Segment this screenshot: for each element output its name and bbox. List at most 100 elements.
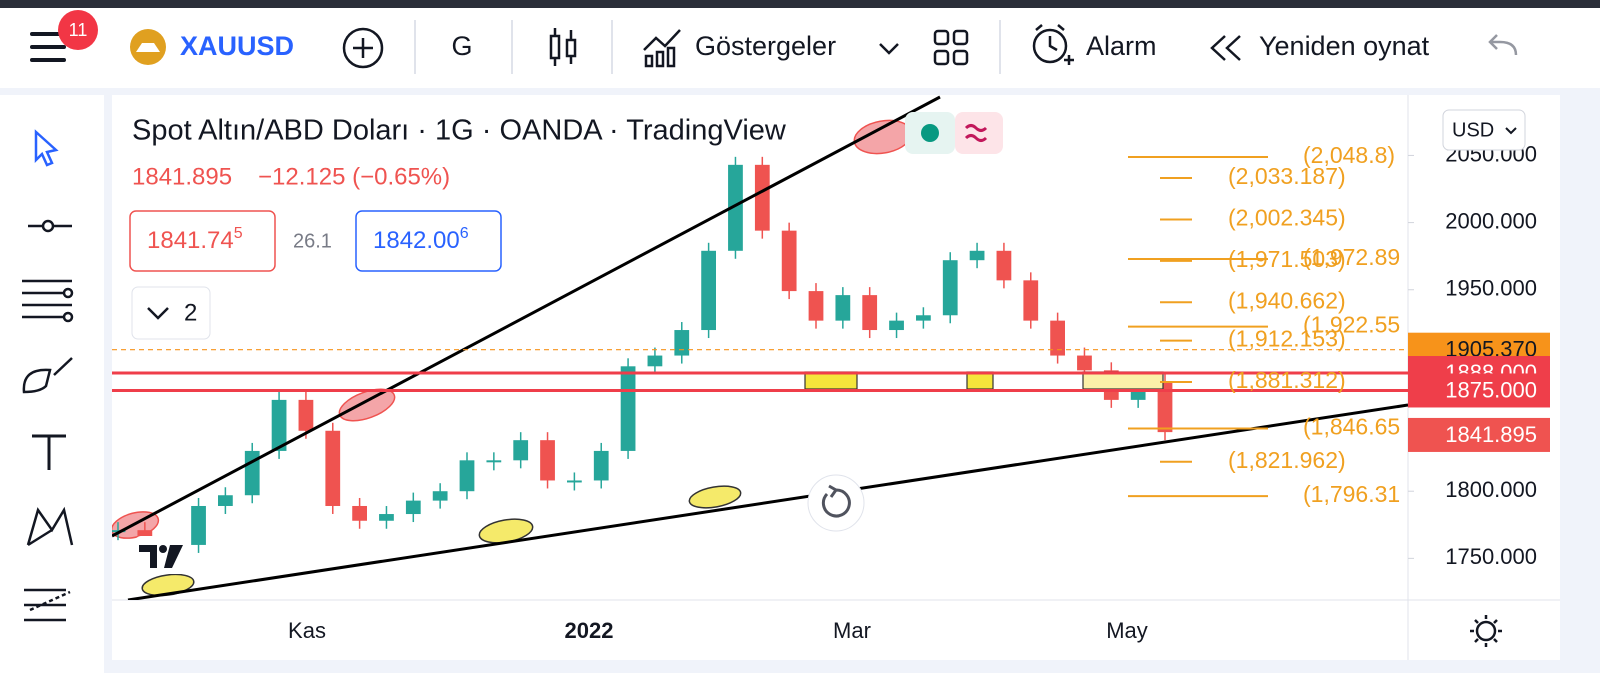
indicator-count: 2 [184,299,197,326]
last-price: 1841.895 [132,163,232,190]
price-tag-label: 1875.000 [1445,377,1537,402]
fib-label: (1,821.962) [1228,447,1346,473]
fib-label: (1,972.89 [1303,244,1400,270]
candle [701,250,716,331]
interval[interactable]: G [451,31,472,61]
candle [271,399,287,451]
x-tick-label: May [1106,618,1148,643]
left-toolbar [0,95,104,673]
line-tool[interactable] [28,219,72,233]
candle [620,366,636,451]
buy-price-main: 1842.00 [373,227,460,254]
replay-scroll-button[interactable] [807,474,865,532]
fib-label: (2,002.345) [1228,205,1346,231]
zone-box [804,371,858,390]
replay[interactable]: Yeniden oynat [1259,31,1430,61]
candle [486,460,502,463]
alarm-icon[interactable] [1032,24,1074,65]
alarm[interactable]: Alarm [1086,31,1157,61]
fib-label: (2,033.187) [1228,163,1346,189]
replay-icon[interactable] [1210,35,1241,61]
top-toolbar [0,8,1600,88]
buy-price-pip: 6 [460,225,469,242]
fib-label: (1,846.65 [1303,414,1400,440]
buy-button[interactable] [355,210,502,272]
x-tick-label: Kas [288,618,326,643]
currency: USD [1452,119,1494,141]
chart-type-button[interactable] [549,28,577,66]
candle [916,315,931,321]
add-symbol-button[interactable] [342,27,384,69]
buy-price: 1842.006 [373,225,469,254]
symbol[interactable]: XAUUSD [180,31,294,61]
spread: 26.1 [293,230,332,252]
indicators-icon[interactable] [643,29,681,68]
fib-label: (1,912.153) [1228,326,1346,352]
candle [942,260,958,316]
candle [352,505,367,521]
candle [728,164,743,251]
candle [808,291,824,321]
y-tick-label: 1950.000 [1445,276,1537,301]
trendline [112,95,941,538]
undo-button[interactable] [1488,34,1518,56]
candle [513,440,529,461]
candle [325,430,341,506]
highlight-ellipse [688,485,742,509]
fib-label: (1,796.31 [1303,481,1400,507]
sell-price-main: 1841.74 [147,227,234,254]
text-tool[interactable] [32,434,66,470]
notification-badge [58,10,98,50]
sell-price: 1841.745 [147,225,243,254]
candle [432,491,448,501]
dropdown-arrow[interactable] [879,43,899,55]
sell-price-pip: 5 [234,225,243,242]
trendline [127,403,1408,600]
fib-label: (1,940.662) [1228,287,1346,313]
candle [1157,381,1173,433]
candle [298,399,314,431]
collapse-button[interactable] [131,286,211,340]
sell-button[interactable] [129,210,276,272]
status-strip [0,0,1600,8]
candle [1077,355,1092,371]
axes: 2050.0002000.0001950.0001800.0001750.000… [288,141,1550,643]
cursor-tool[interactable] [34,129,59,167]
indicators[interactable]: Göstergeler [695,31,836,61]
candle [754,164,770,231]
badge-count: 11 [69,20,88,40]
layout-button[interactable] [933,29,969,66]
chevron [147,307,169,320]
fib-label: (1,881.312) [1228,367,1346,393]
market-open-dot [921,124,939,142]
delayed-icon [964,124,988,142]
candle [1023,280,1039,321]
price-tag [1408,417,1550,452]
fib-label: (1,971.503) [1228,246,1346,272]
status-pill [955,112,1003,154]
pattern-tool[interactable] [26,506,74,547]
price-change: −12.125 (−0.65%) [258,163,450,190]
menu-button[interactable] [30,32,66,62]
zone-box [1082,371,1164,390]
candle [405,500,421,515]
brush-tool[interactable] [22,357,73,394]
fib-label: (2,048.8) [1303,142,1395,168]
x-tick-label: 2022 [565,618,614,643]
price-tag-label: 1841.895 [1445,422,1537,447]
currency-button[interactable]: USD [1442,109,1526,151]
candle [540,440,555,481]
candle [567,480,582,483]
price-tag [1408,373,1550,408]
fib-tool[interactable] [22,279,74,323]
settings-button[interactable] [1470,615,1502,647]
prediction-tool[interactable] [24,588,71,622]
candle [862,295,878,331]
gold-icon [136,43,160,52]
tradingview-logo [135,536,189,574]
chart-title: Spot Altın/ABD Doları · 1G · OANDA · Tra… [132,115,787,147]
x-tick-label: Mar [833,618,871,643]
candle [1050,320,1065,356]
candle [379,514,394,521]
